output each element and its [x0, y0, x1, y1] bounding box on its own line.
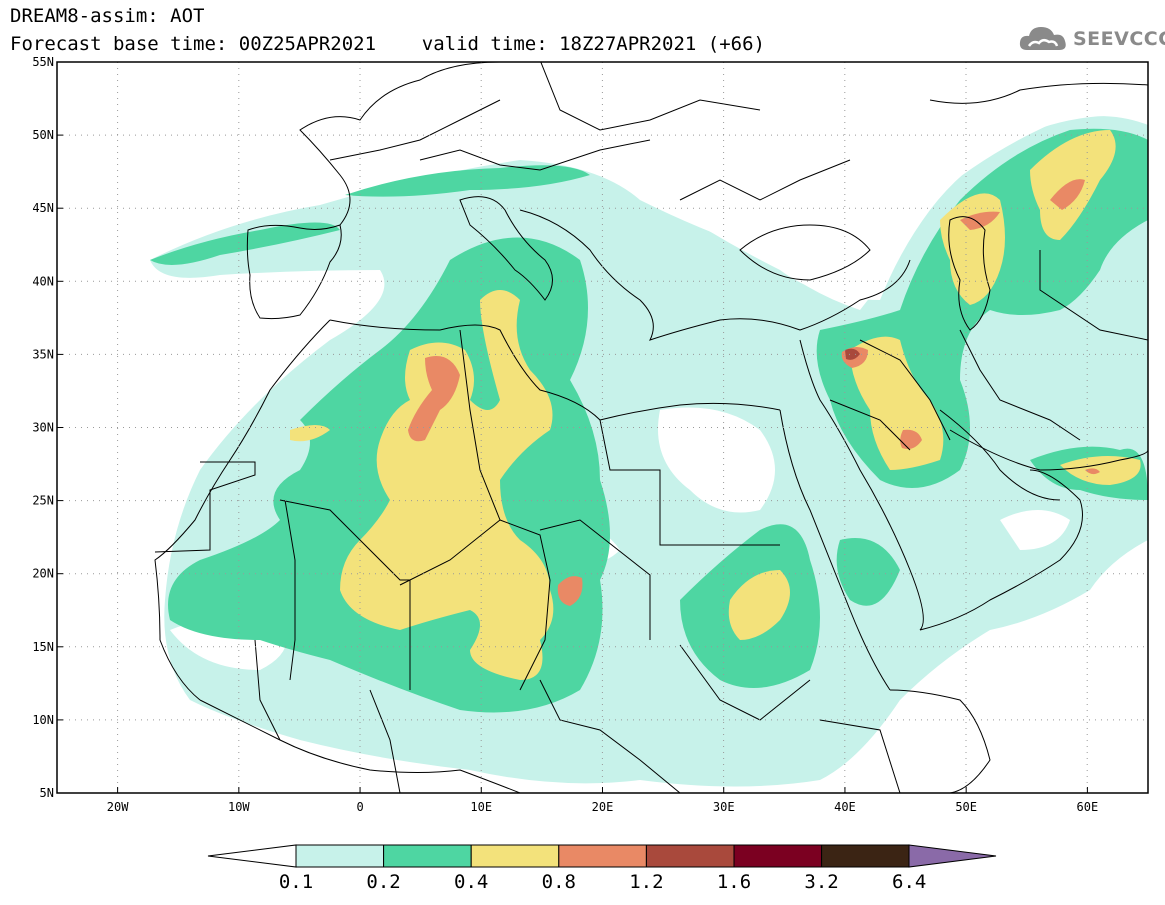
colorbar-swatch	[383, 844, 472, 868]
lat-tick-label: 45N	[32, 201, 54, 215]
colorbar-label: 0.8	[541, 871, 576, 893]
lon-tick-label: 10W	[228, 800, 250, 814]
colorbar-label: 1.2	[629, 871, 664, 893]
colorbar-swatch	[470, 844, 560, 868]
lat-tick-label: 40N	[32, 274, 54, 288]
title-line-times: Forecast base time: 00Z25APR2021 valid t…	[10, 33, 765, 55]
seevccc-logo: SEEVCCC	[1017, 22, 1165, 58]
lon-tick-label: 50E	[955, 800, 977, 814]
colorbar-swatch	[295, 844, 385, 868]
colorbar	[207, 844, 997, 868]
lat-tick-label: 50N	[32, 128, 54, 142]
colorbar-low-arrow	[207, 844, 297, 868]
lat-tick-label: 15N	[32, 640, 54, 654]
colorbar-label: 0.4	[454, 871, 489, 893]
lon-tick-label: 60E	[1077, 800, 1099, 814]
lat-tick-label: 25N	[32, 494, 54, 508]
colorbar-label: 3.2	[804, 871, 839, 893]
lon-tick-label: 10E	[470, 800, 492, 814]
aot-field	[57, 62, 1148, 787]
coastlines	[154, 62, 1148, 793]
colorbar-label: 1.6	[716, 871, 752, 893]
lon-tick-label: 0	[356, 800, 363, 814]
title-line-variable: DREAM8-assim: AOT	[10, 5, 205, 27]
lon-tick-label: 20W	[107, 800, 129, 814]
longitude-axis: 20W 10W 0 10E 20E 30E 40E 50E 60E	[107, 787, 1098, 814]
colorbar-swatch	[821, 844, 910, 868]
aot-level-0.8	[408, 179, 1100, 606]
colorbar-label: 6.4	[892, 871, 927, 893]
colorbar-label: 0.1	[278, 871, 314, 893]
colorbar-swatch	[645, 844, 735, 868]
lon-tick-label: 20E	[592, 800, 614, 814]
lat-tick-label: 30N	[32, 421, 54, 435]
latitude-axis: 55N 50N 45N 40N 35N 30N 25N 20N 15N 10N 5N	[32, 55, 63, 800]
colorbar-label: 0.2	[366, 871, 401, 893]
aot-level-1.2	[845, 348, 860, 360]
colorbar-swatch	[733, 844, 823, 868]
lat-tick-label: 35N	[32, 347, 54, 361]
lat-tick-label: 55N	[32, 55, 54, 69]
colorbar-high-arrow	[908, 844, 997, 868]
cloud-icon	[1019, 27, 1066, 50]
lat-tick-label: 20N	[32, 567, 54, 581]
lat-tick-label: 10N	[32, 713, 54, 727]
lat-tick-label: 5N	[40, 786, 54, 800]
lon-tick-label: 40E	[834, 800, 856, 814]
lon-tick-label: 30E	[713, 800, 735, 814]
colorbar-swatch	[558, 844, 647, 868]
logo-text: SEEVCCC	[1073, 28, 1165, 50]
